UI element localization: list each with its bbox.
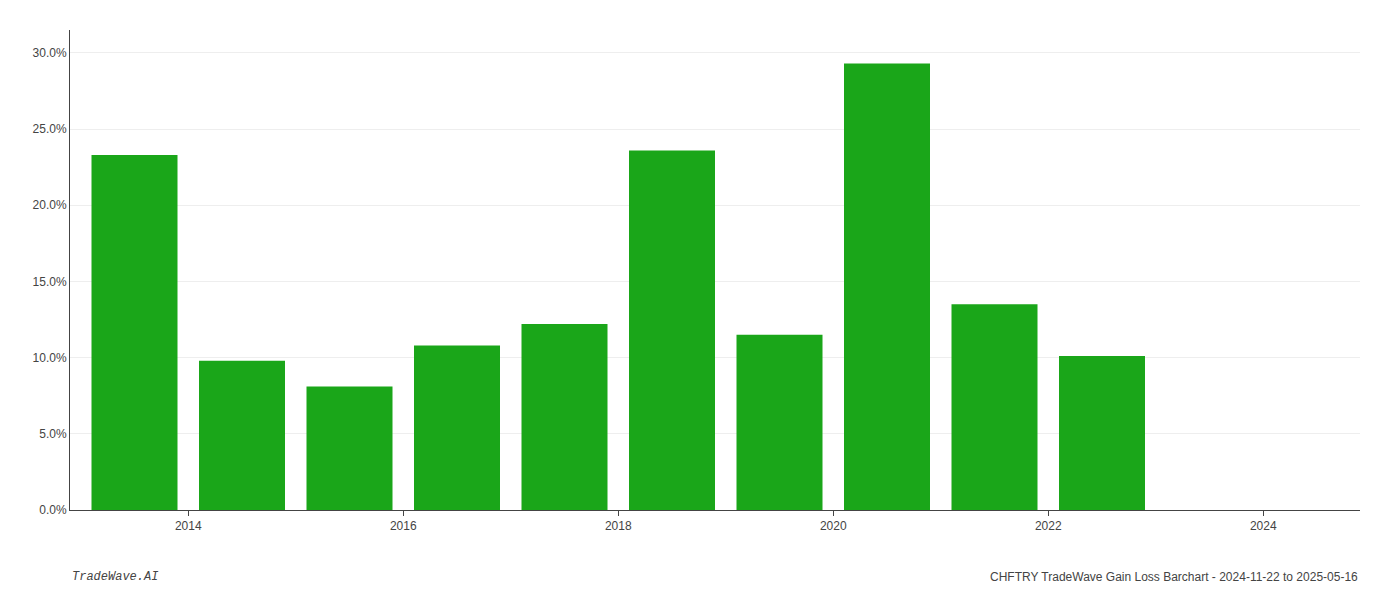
- svg-text:2014: 2014: [175, 519, 202, 533]
- svg-text:2022: 2022: [1035, 519, 1062, 533]
- svg-text:30.0%: 30.0%: [33, 46, 67, 60]
- svg-text:15.0%: 15.0%: [33, 275, 67, 289]
- svg-text:2018: 2018: [605, 519, 632, 533]
- svg-text:0.0%: 0.0%: [39, 503, 67, 517]
- svg-text:TradeWave.AI: TradeWave.AI: [72, 570, 158, 584]
- svg-text:2020: 2020: [820, 519, 847, 533]
- svg-text:20.0%: 20.0%: [33, 198, 67, 212]
- svg-text:2024: 2024: [1250, 519, 1277, 533]
- svg-text:5.0%: 5.0%: [39, 427, 67, 441]
- svg-text:2016: 2016: [390, 519, 417, 533]
- svg-text:25.0%: 25.0%: [33, 122, 67, 136]
- svg-text:10.0%: 10.0%: [33, 351, 67, 365]
- svg-text:CHFTRY TradeWave Gain Loss Bar: CHFTRY TradeWave Gain Loss Barchart - 20…: [990, 570, 1358, 584]
